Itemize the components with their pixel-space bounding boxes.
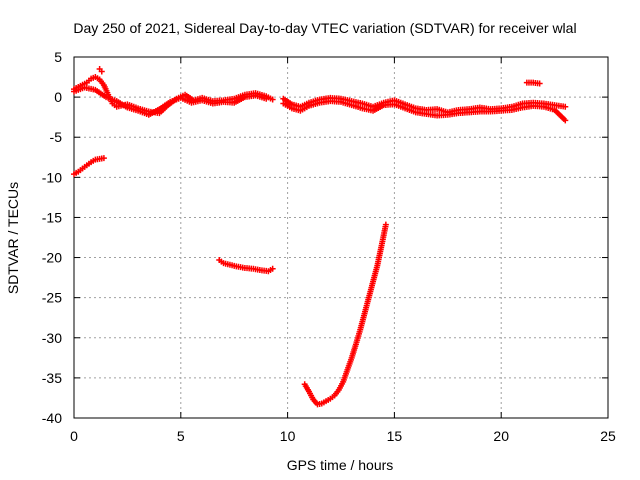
x-tick-label: 15 <box>387 428 403 444</box>
data-point <box>100 155 107 162</box>
series-main-track-b <box>71 84 270 118</box>
series-low-track-morning <box>71 155 107 178</box>
y-axis-label: SDTVAR / TECUs <box>5 182 21 294</box>
y-tick-label: -40 <box>42 410 62 426</box>
x-tick-label: 0 <box>70 428 78 444</box>
y-tick-label: 0 <box>54 89 62 105</box>
x-tick-label: 10 <box>280 428 296 444</box>
data-point <box>382 221 389 228</box>
data-point <box>562 103 569 110</box>
x-tick-label: 5 <box>177 428 185 444</box>
series-low-track-midday <box>216 256 276 275</box>
y-tick-label: -30 <box>42 330 62 346</box>
x-tick-label: 25 <box>600 428 616 444</box>
y-axis-ticks: 5 0 -5 -10 -15 -20 -25 -30 -35 -40 <box>42 49 608 426</box>
series-late-spike <box>523 79 543 87</box>
series-afternoon-track-b <box>280 98 569 124</box>
data-point <box>269 96 276 103</box>
data-point <box>536 80 543 87</box>
series-early-spike <box>96 66 105 75</box>
data-point <box>263 95 270 102</box>
plot-frame <box>73 56 609 419</box>
x-axis-ticks: 0 5 10 15 20 25 <box>70 57 616 444</box>
data-series <box>71 66 569 408</box>
x-tick-label: 20 <box>493 428 509 444</box>
chart-title: Day 250 of 2021, Sidereal Day-to-day VTE… <box>73 20 576 36</box>
y-tick-label: -15 <box>42 209 62 225</box>
y-tick-label: -25 <box>42 290 62 306</box>
y-tick-label: -10 <box>42 169 62 185</box>
data-point <box>98 68 105 75</box>
y-tick-label: -5 <box>50 129 63 145</box>
x-axis-label: GPS time / hours <box>287 457 394 473</box>
data-point <box>269 265 276 272</box>
y-tick-label: -20 <box>42 250 62 266</box>
series-low-track-afternoon <box>301 221 389 408</box>
y-tick-label: 5 <box>54 49 62 65</box>
y-tick-label: -35 <box>42 370 62 386</box>
data-point <box>562 117 569 124</box>
